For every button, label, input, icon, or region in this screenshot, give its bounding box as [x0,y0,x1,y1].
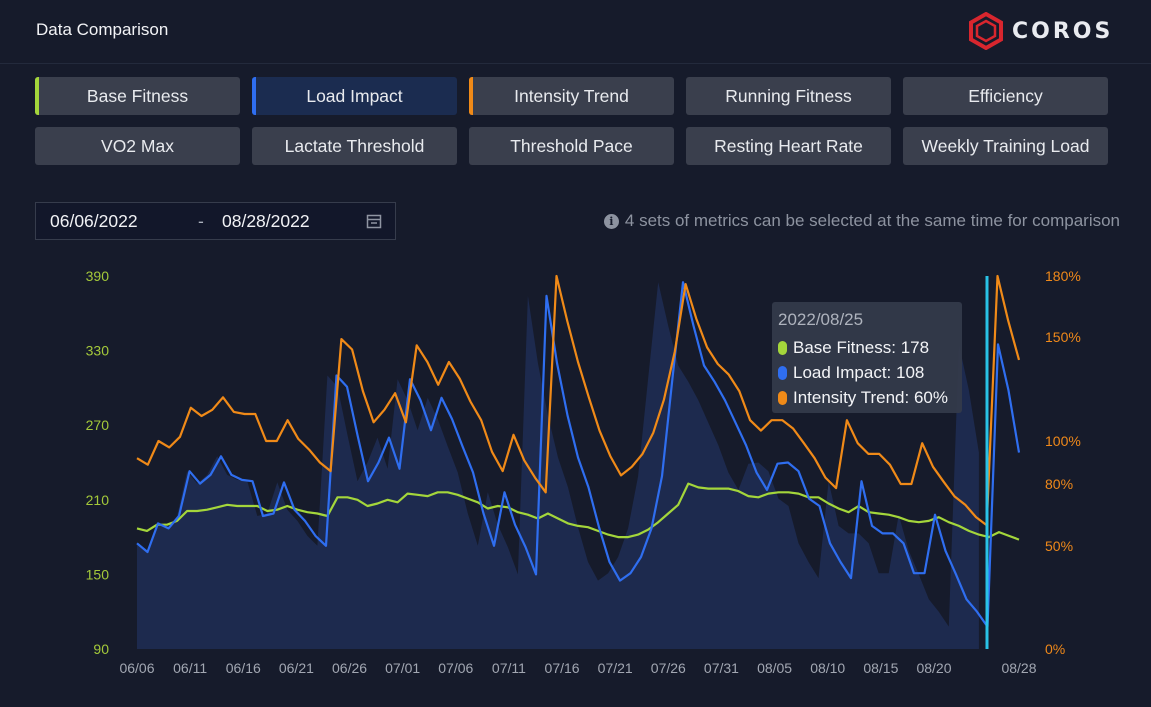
y-axis-left-tick: 90 [93,641,109,657]
page-title: Data Comparison [36,20,169,39]
y-axis-right-tick: 80% [1045,476,1073,492]
y-axis-left-tick: 390 [86,268,110,284]
info-icon: i [603,213,619,229]
metric-button-load-impact[interactable]: Load Impact [252,77,457,115]
metric-button-threshold-pace[interactable]: Threshold Pace [469,127,674,165]
metric-label: Load Impact [306,85,403,106]
y-axis-left-tick: 150 [86,566,110,582]
metric-button-weekly-training-load[interactable]: Weekly Training Load [903,127,1108,165]
x-axis-tick: 07/11 [492,660,526,676]
start-date[interactable]: 06/06/2022 [50,210,138,231]
x-axis-tick: 07/21 [598,660,633,676]
metric-label: Efficiency [968,85,1043,106]
comparison-chart[interactable]: 90 150 210 270 330 390 0% 50% 80% 100% 150% 180% 06/… [0,255,1151,707]
hexagon-logo-icon [969,12,1003,50]
tooltip-date: 2022/08/25 [778,310,864,329]
metric-label: Weekly Training Load [921,135,1090,156]
y-axis-right-tick: 0% [1045,641,1065,657]
x-axis-tick: 08/15 [863,660,898,676]
x-axis-tick: 07/06 [438,660,473,676]
metric-button-base-fitness[interactable]: Base Fitness [35,77,240,115]
x-axis-tick: 08/05 [757,660,792,676]
metric-label: Base Fitness [86,85,189,106]
hint-text: 4 sets of metrics can be selected at the… [624,211,1120,230]
metric-label: Intensity Trend [514,85,629,106]
series-line-base-fitness [136,482,1020,541]
load-impact-area [137,282,979,649]
y-axis-left-tick: 270 [86,417,110,433]
metric-selector: Base Fitness Load Impact Intensity Trend Ru… [35,77,1120,165]
calendar-icon[interactable] [366,214,382,229]
metric-button-resting-heart-rate[interactable]: Resting Heart Rate [686,127,891,165]
tooltip-value: Intensity Trend: 60% [793,387,948,407]
y-axis-right-tick: 50% [1045,538,1073,554]
metric-label: VO2 Max [101,135,174,156]
x-axis-tick: 08/10 [810,660,845,676]
series-color-dot [778,365,787,380]
series-color-dot [778,340,787,355]
x-axis-tick: 06/11 [173,660,207,676]
tooltip-row: Intensity Trend: 60% [778,385,962,410]
metric-button-lactate-threshold[interactable]: Lactate Threshold [252,127,457,165]
metric-color-marker [469,77,473,115]
date-separator: - [198,210,204,231]
tooltip-value: Load Impact: 108 [793,362,925,382]
y-axis-left-tick: 330 [86,343,110,359]
metric-label: Running Fitness [725,85,852,106]
series-line-load-impact [136,281,1021,628]
metric-label: Lactate Threshold [284,135,425,156]
metric-button-vo2-max[interactable]: VO2 Max [35,127,240,165]
x-axis-tick: 07/01 [385,660,420,676]
series-color-dot [778,390,787,405]
metric-button-running-fitness[interactable]: Running Fitness [686,77,891,115]
x-axis-tick: 06/16 [226,660,261,676]
x-axis-tick: 08/28 [1001,660,1036,676]
tooltip-row: Base Fitness: 178 [778,335,962,360]
y-axis-left-tick: 210 [86,492,110,508]
brand-wordmark: COROS [1012,18,1114,44]
x-axis-tick: 08/20 [916,660,951,676]
x-axis-tick: 07/16 [545,660,580,676]
metric-color-marker [252,77,256,115]
tooltip-value: Base Fitness: 178 [793,337,930,357]
series-line-intensity-trend [136,274,1021,527]
y-axis-right-tick: 150% [1045,329,1081,345]
y-axis-right-tick: 180% [1045,268,1081,284]
chart-tooltip: 2022/08/25 Base Fitness: 178 Load Impact:… [772,302,962,413]
x-axis-tick: 06/06 [119,660,154,676]
brand-logo: COROS [968,12,1113,50]
metric-button-intensity-trend[interactable]: Intensity Trend [469,77,674,115]
x-axis-tick: 07/31 [704,660,739,676]
x-axis-tick: 06/21 [279,660,314,676]
date-range-picker[interactable]: 06/06/2022 - 08/28/2022 [35,202,396,240]
metric-color-marker [35,77,39,115]
metric-label: Resting Heart Rate [714,135,863,156]
top-bar: Data Comparison COROS [0,0,1151,64]
metric-button-efficiency[interactable]: Efficiency [903,77,1108,115]
end-date[interactable]: 08/28/2022 [222,210,310,231]
metric-label: Threshold Pace [510,135,633,156]
x-axis-tick: 06/26 [332,660,367,676]
comparison-hint: i 4 sets of metrics can be selected at t… [603,211,1120,231]
y-axis-right-tick: 100% [1045,433,1081,449]
x-axis-tick: 07/26 [651,660,686,676]
tooltip-row: Load Impact: 108 [778,360,962,385]
